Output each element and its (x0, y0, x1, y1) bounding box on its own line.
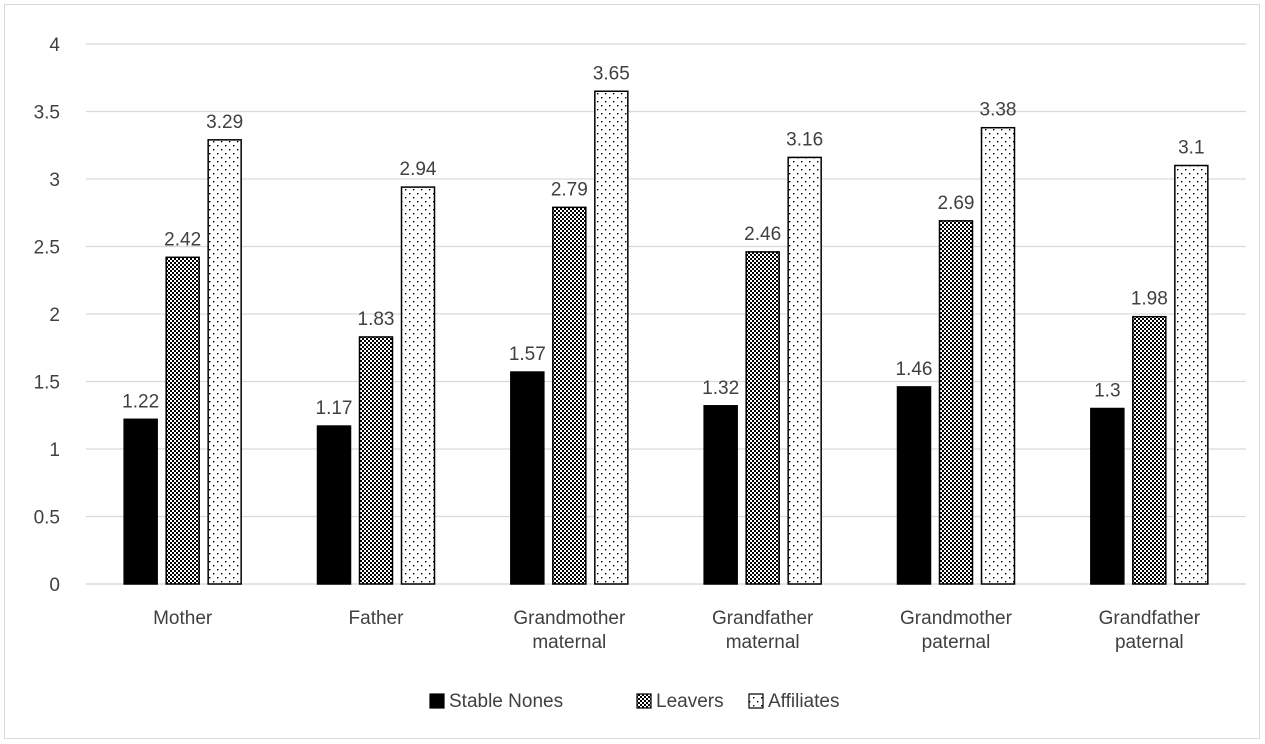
y-axis: 0 0.5 1 1.5 2 2.5 3 3.5 4 (34, 35, 1246, 596)
data-label: 1.83 (358, 309, 395, 330)
data-label: 2.94 (400, 159, 437, 180)
data-label: 3.1 (1178, 138, 1204, 159)
bars (123, 90, 1209, 585)
y-tick-label: 0.5 (34, 508, 60, 529)
data-label: 1.32 (702, 378, 739, 399)
data-label: 1.22 (122, 391, 159, 412)
bar-stable-nones (510, 371, 545, 585)
x-category-label: Grandmother (513, 608, 626, 629)
bar-affiliates (787, 156, 822, 585)
x-category-label: maternal (532, 632, 606, 653)
bar-stable-nones (1090, 407, 1125, 585)
y-tick-label: 2.5 (34, 238, 60, 259)
y-tick-label: 0 (49, 575, 60, 596)
data-label: 2.79 (551, 179, 588, 200)
data-label: 2.46 (744, 224, 781, 245)
legend-label: Stable Nones (449, 691, 563, 712)
y-tick-label: 4 (49, 35, 60, 56)
bar-stable-nones (316, 425, 352, 585)
bar-leavers (745, 251, 780, 585)
data-label: 1.98 (1131, 289, 1168, 310)
bar-affiliates (1174, 164, 1209, 585)
y-tick-label: 3.5 (34, 103, 60, 124)
data-label: 1.3 (1094, 381, 1120, 402)
bar-stable-nones (703, 405, 738, 585)
x-category-label: paternal (1115, 632, 1184, 653)
y-tick-label: 3 (49, 170, 60, 191)
data-label: 3.29 (206, 112, 243, 133)
bar-stable-nones (123, 418, 158, 585)
data-label: 2.69 (938, 193, 975, 214)
x-category-label: Mother (153, 608, 213, 629)
data-label: 1.57 (509, 344, 546, 365)
bar-leavers (165, 256, 200, 585)
legend-label: Leavers (656, 691, 724, 712)
data-label: 3.38 (980, 100, 1017, 121)
bar-leavers (358, 336, 394, 585)
bar-affiliates (980, 126, 1016, 585)
bar-leavers (938, 220, 974, 585)
x-category-label: Grandmother (900, 608, 1013, 629)
x-category-label: Grandfather (712, 608, 814, 629)
data-labels: 1.222.423.291.171.832.941.572.793.651.32… (122, 63, 1204, 419)
x-category-label: Grandfather (1099, 608, 1201, 629)
bar-stable-nones (896, 386, 932, 585)
x-category-label: Father (349, 608, 405, 629)
y-tick-label: 1 (49, 440, 60, 461)
gridlines (86, 43, 1246, 585)
data-label: 3.16 (786, 129, 823, 150)
data-label: 2.42 (164, 229, 201, 250)
data-label: 3.65 (593, 63, 630, 84)
bar-affiliates (207, 139, 242, 585)
data-label: 1.46 (896, 359, 933, 380)
y-tick-label: 1.5 (34, 373, 60, 394)
x-axis: Mother Father Grandmother maternal Grandfath… (153, 608, 1201, 653)
bar-affiliates (594, 90, 629, 585)
bar-leavers (552, 206, 587, 585)
bar-leavers (1132, 315, 1167, 585)
y-tick-label: 2 (49, 305, 60, 326)
legend-swatch (636, 693, 652, 709)
legend: Stable Nones Leavers Affiliates (429, 691, 839, 712)
x-category-label: maternal (726, 632, 800, 653)
bar-affiliates (400, 186, 436, 585)
legend-swatch (429, 693, 445, 709)
x-category-label: paternal (922, 632, 991, 653)
data-label: 1.17 (316, 398, 353, 419)
legend-label: Affiliates (768, 691, 839, 712)
legend-swatch (748, 693, 764, 709)
